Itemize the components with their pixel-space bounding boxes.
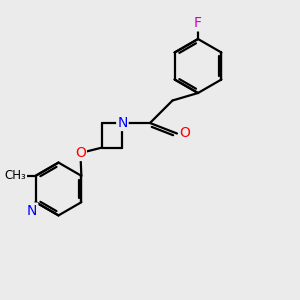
Text: F: F (194, 16, 202, 30)
Text: O: O (75, 146, 86, 160)
Text: N: N (117, 116, 128, 130)
Text: O: O (179, 127, 190, 140)
Text: CH₃: CH₃ (4, 169, 26, 182)
Text: N: N (27, 204, 37, 218)
